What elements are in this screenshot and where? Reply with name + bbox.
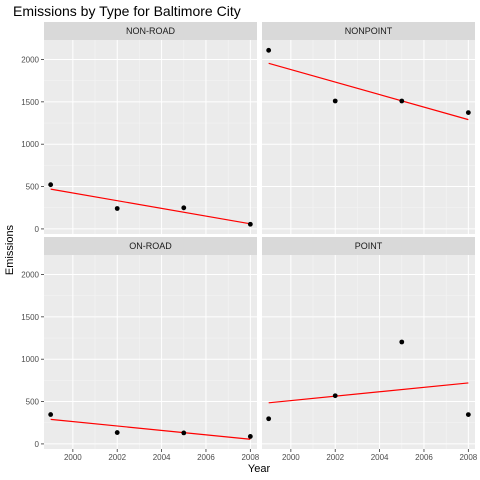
x-tick-label: 2002 — [108, 453, 126, 462]
facet-strip-label: NON-ROAD — [126, 26, 175, 36]
chart-title: Emissions by Type for Baltimore City — [13, 3, 241, 19]
fit-line — [268, 382, 469, 404]
facet-strip — [44, 22, 257, 40]
data-point — [247, 434, 253, 439]
facet-strip — [262, 237, 475, 255]
data-point — [399, 339, 405, 345]
data-point — [48, 182, 54, 188]
data-point — [399, 98, 405, 104]
y-tick-label: 1500 — [21, 98, 39, 107]
x-tick-label: 2008 — [241, 453, 259, 462]
facet-strip-label: ON-ROAD — [129, 241, 172, 251]
x-tick-label: 2004 — [153, 453, 171, 462]
facet-on-road: ON-ROAD 0 500 1000 1500 2000 2000 2002 2004 2006 2… — [21, 237, 260, 462]
y-tick-label: 1500 — [21, 313, 39, 322]
y-tick-label: 2000 — [21, 270, 39, 279]
fit-line — [268, 62, 469, 121]
data-point — [181, 205, 187, 211]
x-tick-label: 2004 — [371, 453, 389, 462]
data-point — [181, 430, 187, 436]
x-tick-label: 2008 — [459, 453, 477, 462]
fit-line — [50, 418, 251, 440]
facet-panels: NON-ROAD 0 500 1000 1500 2000 NONPOINT ON-ROAD 0… — [21, 22, 478, 462]
facet-panel — [44, 40, 257, 234]
x-tick-label: 2000 — [64, 453, 82, 462]
data-point — [114, 206, 120, 211]
y-tick-label: 500 — [26, 183, 40, 192]
y-tick-label: 0 — [35, 440, 40, 449]
data-point — [114, 430, 120, 435]
data-point — [332, 98, 338, 104]
x-tick-label: 2006 — [415, 453, 433, 462]
data-point — [332, 393, 338, 399]
data-point — [247, 221, 253, 227]
facet-panel — [262, 255, 475, 449]
y-tick-label: 1000 — [21, 140, 39, 149]
y-tick-label: 500 — [26, 398, 40, 407]
facet-strip-label: NONPOINT — [345, 26, 393, 36]
data-point — [266, 416, 272, 422]
data-point — [465, 110, 471, 116]
x-axis-title: Year — [248, 463, 271, 475]
y-tick-label: 1000 — [21, 355, 39, 364]
facet-strip-label: POINT — [355, 241, 383, 251]
x-tick-label: 2000 — [282, 453, 300, 462]
facet-strip — [262, 22, 475, 40]
facet-panel — [262, 40, 475, 234]
y-tick-label: 2000 — [21, 55, 39, 64]
facet-nonpoint: NONPOINT — [262, 22, 475, 234]
facet-non-road: NON-ROAD 0 500 1000 1500 2000 — [21, 22, 257, 234]
data-point — [266, 47, 272, 53]
data-point — [465, 412, 471, 418]
facet-panel — [44, 255, 257, 449]
fit-line — [50, 188, 251, 225]
facet-strip — [44, 237, 257, 255]
facet-point: POINT 2000 2002 2004 2006 2008 — [262, 237, 478, 462]
x-tick-label: 2002 — [326, 453, 344, 462]
data-point — [48, 412, 54, 417]
y-axis-title: Emissions — [4, 224, 16, 275]
y-tick-label: 0 — [35, 225, 40, 234]
x-tick-label: 2006 — [197, 453, 215, 462]
